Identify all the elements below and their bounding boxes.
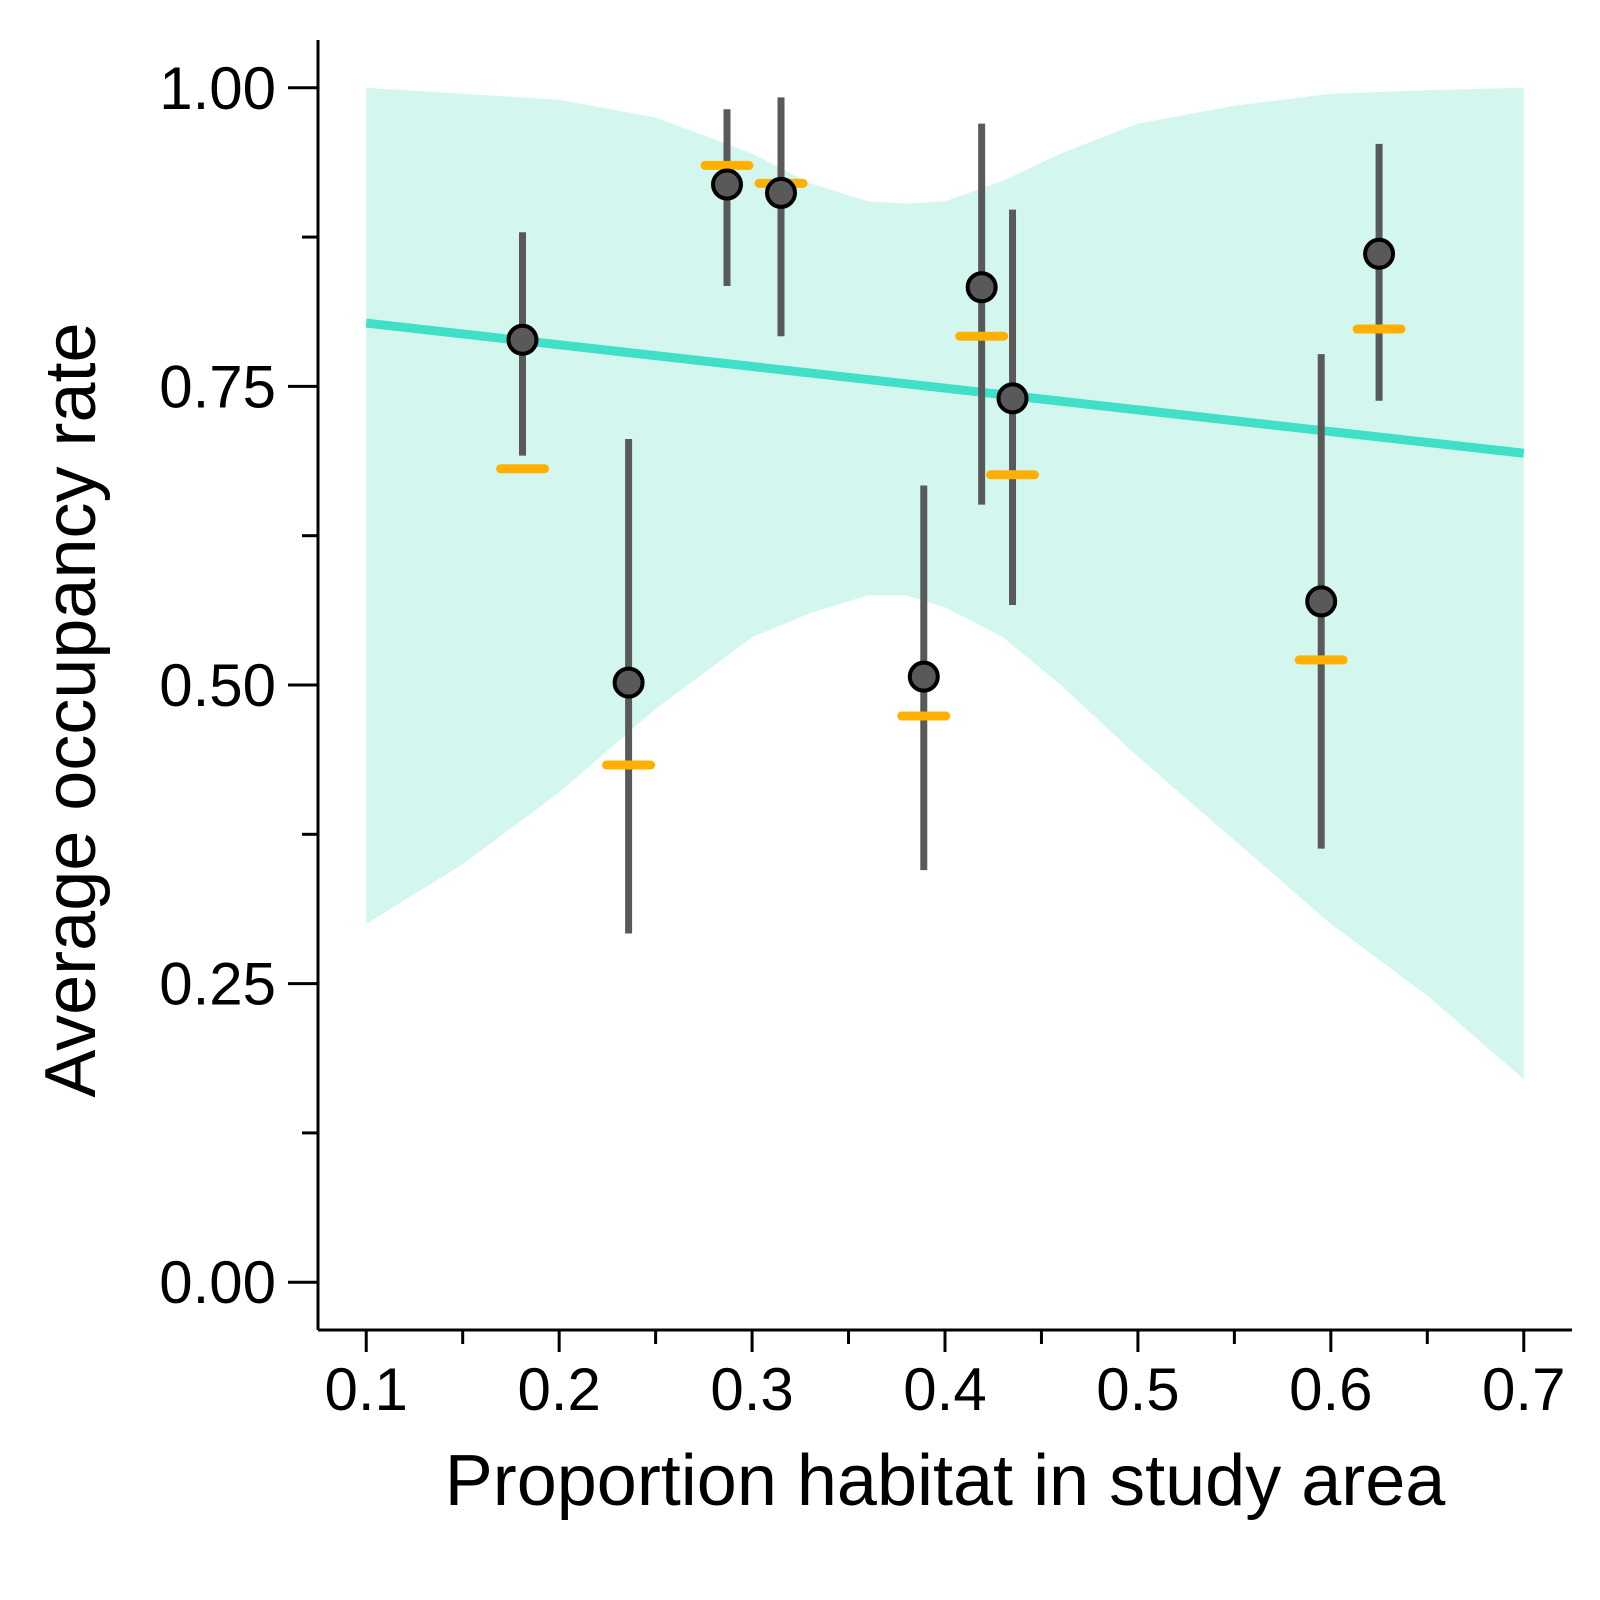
- y-tick-label: 0.75: [159, 353, 276, 420]
- estimate-point-layer: [506, 168, 1396, 699]
- axes: 0.1 0.2 0.3 0.4 0.5 0.6 0.7 0.00 0.25 0.50 0.75 1.0…: [159, 40, 1572, 1423]
- x-tick-label: 0.2: [517, 1356, 600, 1423]
- confidence-band: [366, 87, 1524, 1080]
- y-tick-label: 0.00: [159, 1249, 276, 1316]
- y-tick-label: 0.25: [159, 951, 276, 1018]
- estimate-point: [612, 666, 645, 699]
- x-tick-label: 0.6: [1289, 1356, 1372, 1423]
- x-tick-label: 0.3: [710, 1356, 793, 1423]
- estimate-point: [765, 176, 798, 209]
- x-tick-label: 0.4: [903, 1356, 986, 1423]
- x-tick-label: 0.1: [325, 1356, 408, 1423]
- y-tick-label: 0.50: [159, 652, 276, 719]
- y-tick-label: 1.00: [159, 55, 276, 122]
- estimate-point: [965, 271, 998, 304]
- x-tick-label: 0.5: [1096, 1356, 1179, 1423]
- x-tick-label: 0.7: [1482, 1356, 1565, 1423]
- estimate-point: [506, 323, 539, 356]
- estimate-point: [1363, 237, 1396, 270]
- estimate-point: [996, 382, 1029, 415]
- estimate-point: [710, 168, 743, 201]
- trend-line-layer: [365, 318, 1525, 458]
- estimate-point: [907, 660, 940, 693]
- confidence-band-layer: [366, 87, 1524, 1080]
- x-axis-title: Proportion habitat in study area: [445, 1441, 1447, 1521]
- trend-line: [365, 318, 1525, 458]
- y-axis-title: Average occupancy rate: [31, 322, 111, 1097]
- estimate-point: [1305, 585, 1338, 618]
